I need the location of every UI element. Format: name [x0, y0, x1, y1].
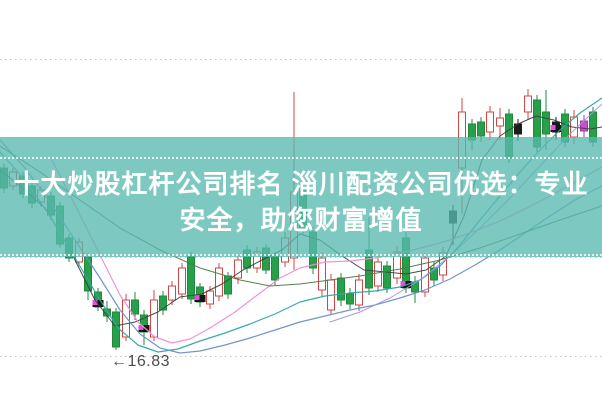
low-price-annotation: ←16.83 [111, 353, 171, 370]
candle-body [168, 285, 176, 301]
candle-body [496, 117, 504, 127]
signal-marker-dot [400, 281, 406, 286]
candle-body [346, 293, 354, 305]
signal-marker-dot [92, 300, 98, 305]
candle-body [150, 299, 158, 338]
candle-body [430, 267, 438, 281]
candle-body [122, 299, 130, 338]
signal-marker-dot [194, 295, 200, 300]
signal-marker [550, 125, 562, 132]
candle-body [421, 257, 429, 293]
candle-body [524, 95, 532, 113]
candle-body [486, 111, 494, 133]
candle-body [337, 277, 345, 301]
candle-body [206, 290, 214, 305]
candle-body [318, 257, 326, 291]
headline-banner: 十大炒股杠杆公司排名 淄川配资公司优选：专业 安全，助您财富增值 [0, 137, 602, 257]
candle-body [234, 259, 242, 279]
banner-gridline-dotted-top [0, 157, 602, 159]
candle-body [178, 267, 186, 295]
candle-body [477, 121, 485, 137]
candle-body [131, 299, 139, 315]
signal-marker-dot [550, 125, 556, 130]
candle-body [542, 111, 550, 135]
signal-marker-dot [138, 325, 144, 330]
candle-body [159, 295, 167, 311]
banner-gridline-dotted-bottom [0, 254, 602, 256]
candle-body [112, 311, 120, 348]
signal-marker [194, 295, 206, 302]
signal-marker [138, 325, 150, 332]
headline-line-1: 十大炒股杠杆公司排名 淄川配资公司优选：专业 [13, 169, 589, 199]
candle-body [271, 255, 279, 281]
candle-body [383, 265, 391, 289]
candle-body [215, 267, 223, 297]
candle-body [374, 261, 382, 287]
headline-line-2: 安全，助您财富增值 [179, 205, 423, 235]
